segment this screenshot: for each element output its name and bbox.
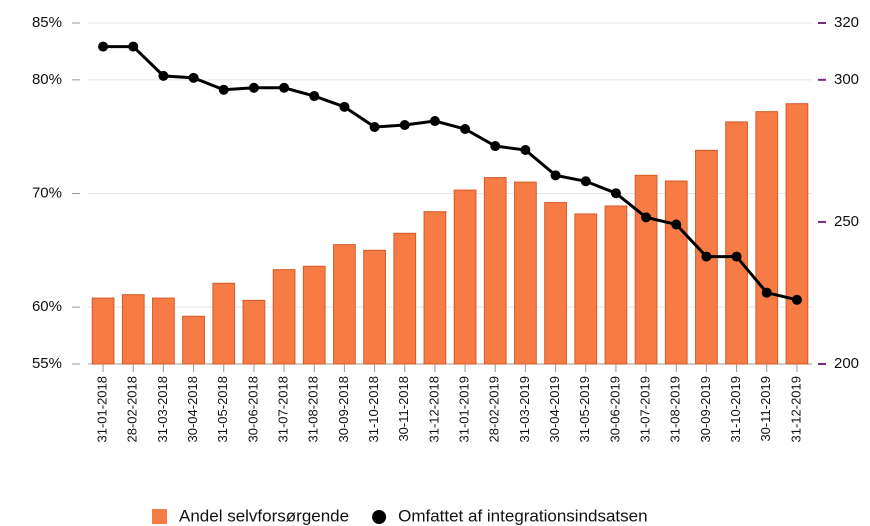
bar xyxy=(574,213,598,365)
line-point xyxy=(490,141,501,152)
y-tick-label: 55% xyxy=(32,355,62,372)
bar xyxy=(333,244,356,365)
line-point xyxy=(309,91,320,102)
y2-tick-label: 300 xyxy=(834,71,859,88)
bar xyxy=(121,294,145,365)
x-tick-label: 31-03-2018 xyxy=(155,376,170,443)
y2-tick-label: 320 xyxy=(834,14,859,31)
bar xyxy=(453,189,477,365)
x-tick-label: 31-07-2018 xyxy=(276,376,291,443)
bar xyxy=(664,180,688,365)
line xyxy=(103,45,798,302)
line-point xyxy=(218,84,229,95)
bar xyxy=(604,205,628,365)
x-tick-label: 30-09-2019 xyxy=(698,376,713,443)
y2-tick-label: 200 xyxy=(834,355,859,372)
legend-swatch xyxy=(152,509,167,524)
bar xyxy=(755,111,779,365)
line-point xyxy=(128,41,139,52)
y-tick-label: 80% xyxy=(32,71,62,88)
x-tick-label: 31-03-2019 xyxy=(517,376,532,443)
bar xyxy=(302,265,326,365)
x-tick-label: 31-05-2018 xyxy=(215,376,230,443)
bar xyxy=(423,211,447,365)
bar xyxy=(393,232,417,365)
line-point xyxy=(701,251,712,262)
line-point xyxy=(248,82,259,93)
x-tick-label: 31-08-2019 xyxy=(668,376,683,443)
line-point xyxy=(671,219,682,230)
line-point xyxy=(369,122,380,133)
bar xyxy=(634,174,658,365)
bar xyxy=(544,202,567,365)
bar xyxy=(152,297,175,365)
x-tick-label: 30-04-2018 xyxy=(185,376,200,443)
line-point xyxy=(520,145,531,156)
line-point xyxy=(641,212,652,223)
bar xyxy=(514,181,537,365)
bar xyxy=(483,177,507,365)
x-tick-label: 31-10-2019 xyxy=(728,376,743,443)
x-tick-label: 30-11-2018 xyxy=(396,376,411,442)
x-tick-label: 31-01-2019 xyxy=(457,376,472,443)
line-point xyxy=(399,120,410,131)
x-tick-label: 31-05-2019 xyxy=(577,376,592,443)
x-tick-label: 30-06-2019 xyxy=(607,376,622,443)
x-tick-label: 31-12-2019 xyxy=(788,376,803,443)
x-tick-label: 28-02-2019 xyxy=(487,376,502,443)
bar xyxy=(363,249,386,365)
x-tick-label: 31-01-2018 xyxy=(95,376,110,443)
x-tick-label: 30-06-2018 xyxy=(245,376,260,443)
bar xyxy=(725,121,748,365)
bar xyxy=(91,297,115,365)
line-point xyxy=(610,188,621,199)
y-tick-label: 60% xyxy=(32,298,62,315)
line-point xyxy=(580,176,591,187)
bar xyxy=(785,103,809,365)
y2-tick-label: 250 xyxy=(834,213,859,230)
x-tick-label: 31-08-2018 xyxy=(306,376,321,443)
x-tick-label: 28-02-2018 xyxy=(125,376,140,443)
x-tick-label: 30-09-2018 xyxy=(336,376,351,443)
line-point xyxy=(731,251,742,262)
bar xyxy=(182,315,205,365)
bar xyxy=(242,299,266,365)
line-point xyxy=(550,170,561,181)
line-point xyxy=(158,70,169,81)
line-point xyxy=(791,294,802,305)
bar xyxy=(272,269,296,365)
line-point xyxy=(279,82,290,93)
x-tick-label: 31-12-2018 xyxy=(426,376,441,443)
y-tick-label: 85% xyxy=(32,14,62,31)
x-tick-label: 30-11-2019 xyxy=(758,376,773,442)
legend-swatch xyxy=(372,510,387,524)
x-tick-label: 30-04-2019 xyxy=(547,376,562,443)
legend-label: Omfattet af integrationsindsatsen xyxy=(398,506,647,525)
line-point xyxy=(339,101,350,112)
line-point xyxy=(188,72,199,83)
line-point xyxy=(98,41,109,52)
x-tick-label: 31-07-2019 xyxy=(638,376,653,443)
line-point xyxy=(460,123,471,134)
line-point xyxy=(761,287,772,298)
y-tick-label: 70% xyxy=(32,184,62,201)
bar xyxy=(212,282,236,365)
line-point xyxy=(429,116,440,127)
x-tick-label: 31-10-2018 xyxy=(366,376,381,443)
legend-label: Andel selvforsørgende xyxy=(179,506,349,525)
